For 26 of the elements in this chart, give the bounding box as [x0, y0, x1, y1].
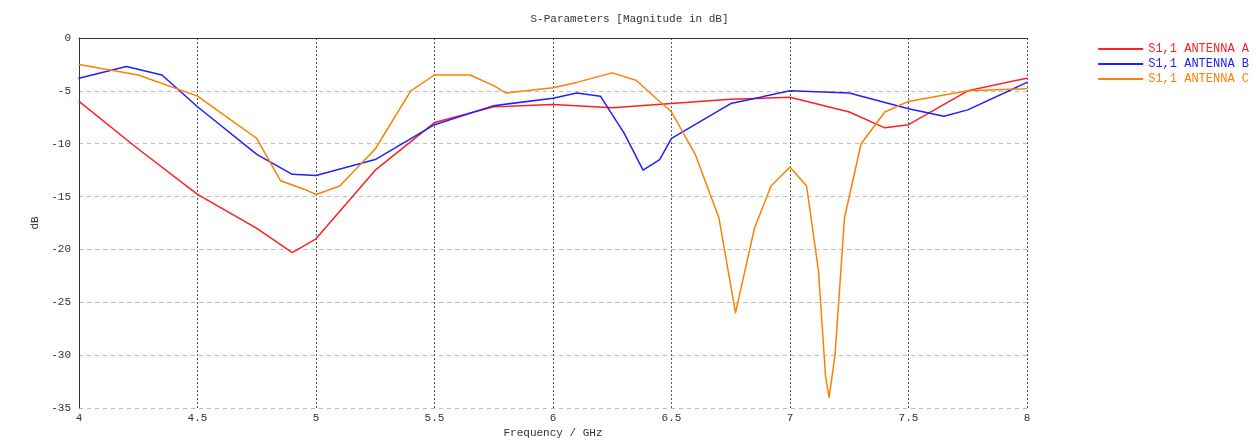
y-tick-label: -20 — [51, 243, 71, 256]
x-tick-label: 5.5 — [424, 411, 445, 424]
line-series — [78, 65, 1028, 177]
chart-title: S-Parameters [Magnitude in dB] — [530, 12, 729, 25]
x-tick-label: 8 — [1023, 411, 1031, 424]
x-tick-label: 7.5 — [898, 411, 919, 424]
line-series — [78, 77, 1028, 254]
y-tick-label: -15 — [51, 190, 71, 203]
line-series — [78, 63, 1028, 399]
x-tick-label: 5 — [312, 411, 320, 424]
x-tick-label: 4.5 — [187, 411, 208, 424]
y-tick-label: -25 — [51, 296, 71, 309]
x-axis-title: Frequency / GHz — [503, 427, 603, 440]
y-tick-label: 0 — [64, 32, 71, 44]
y-tick-label: -5 — [57, 84, 71, 97]
x-tick-label: 6.5 — [661, 411, 682, 424]
x-tick-label: 7 — [786, 411, 794, 424]
x-tick-label: 6 — [549, 411, 557, 424]
legend-label: S1,1 ANTENNA B — [1148, 57, 1250, 71]
y-tick-label: -30 — [51, 349, 71, 362]
y-tick-label: -10 — [51, 137, 71, 150]
legend-label: S1,1 ANTENNA C — [1148, 72, 1250, 86]
x-tick-label: 4 — [75, 411, 83, 424]
y-tick-label: -35 — [51, 402, 71, 414]
y-axis-title: dB — [28, 216, 41, 230]
legend-label: S1,1 ANTENNA A — [1148, 42, 1250, 56]
